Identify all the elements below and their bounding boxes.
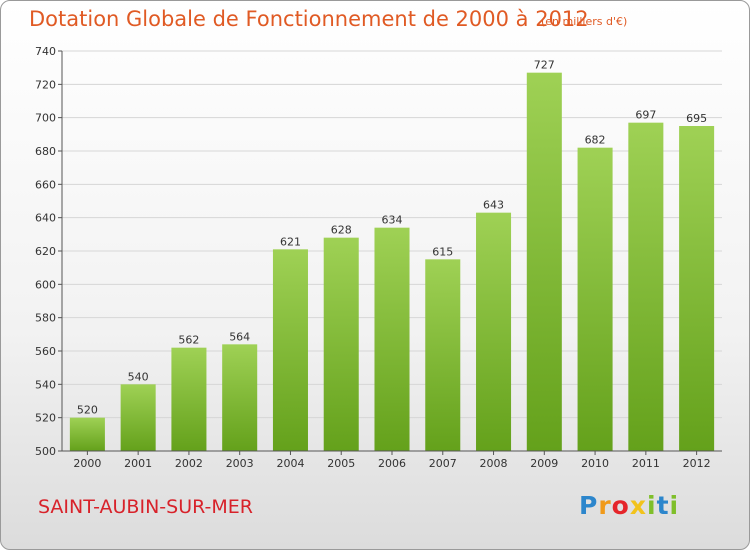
y-tick-label: 600 [35, 278, 56, 291]
x-tick-label: 2011 [632, 457, 660, 470]
bar-value-label: 562 [178, 334, 199, 347]
y-tick-label: 500 [35, 445, 56, 458]
bar [679, 126, 715, 451]
bar [171, 347, 207, 451]
bar-value-label: 727 [534, 59, 555, 72]
x-tick-label: 2000 [73, 457, 101, 470]
x-tick-label: 2005 [327, 457, 355, 470]
x-tick-label: 2008 [480, 457, 508, 470]
y-tick-label: 740 [35, 45, 56, 58]
x-tick-label: 2004 [276, 457, 304, 470]
bar-value-label: 634 [382, 214, 403, 227]
x-tick-label: 2006 [378, 457, 406, 470]
bar-value-label: 621 [280, 235, 301, 248]
bar [628, 122, 664, 452]
bar [69, 417, 105, 451]
y-tick-label: 540 [35, 378, 56, 391]
x-tick-label: 2007 [429, 457, 457, 470]
x-tick-label: 2012 [683, 457, 711, 470]
bar-value-label: 520 [77, 404, 98, 417]
bar [425, 259, 461, 451]
y-tick-label: 560 [35, 345, 56, 358]
y-tick-label: 640 [35, 212, 56, 225]
commune-name: SAINT-AUBIN-SUR-MER [38, 496, 253, 518]
chart-title: Dotation Globale de Fonctionnement de 20… [29, 7, 589, 31]
y-tick-label: 720 [35, 78, 56, 91]
y-tick-label: 580 [35, 312, 56, 325]
bar [120, 384, 156, 451]
y-tick-label: 680 [35, 145, 56, 158]
bar-value-label: 615 [432, 245, 453, 258]
bar [323, 237, 359, 451]
bar [526, 72, 562, 452]
y-tick-label: 660 [35, 178, 56, 191]
x-tick-label: 2009 [530, 457, 558, 470]
bar-value-label: 628 [331, 224, 352, 237]
bar-value-label: 564 [229, 330, 250, 343]
proxiti-logo: Proxiti [579, 491, 680, 520]
y-tick-label: 620 [35, 245, 56, 258]
bar-value-label: 643 [483, 199, 504, 212]
chart-unit: (en milliers d'€) [541, 15, 628, 28]
bar [476, 212, 512, 451]
x-tick-label: 2003 [226, 457, 254, 470]
bar-value-label: 695 [686, 112, 707, 125]
bar [374, 227, 410, 451]
x-tick-label: 2010 [581, 457, 609, 470]
bar [577, 147, 613, 451]
x-tick-label: 2001 [124, 457, 152, 470]
bar-value-label: 697 [635, 109, 656, 122]
bar [272, 249, 308, 451]
bar-value-label: 540 [128, 370, 149, 383]
bar [222, 344, 258, 451]
y-tick-label: 700 [35, 112, 56, 125]
bar-value-label: 682 [585, 134, 606, 147]
y-tick-label: 520 [35, 412, 56, 425]
x-tick-label: 2002 [175, 457, 203, 470]
